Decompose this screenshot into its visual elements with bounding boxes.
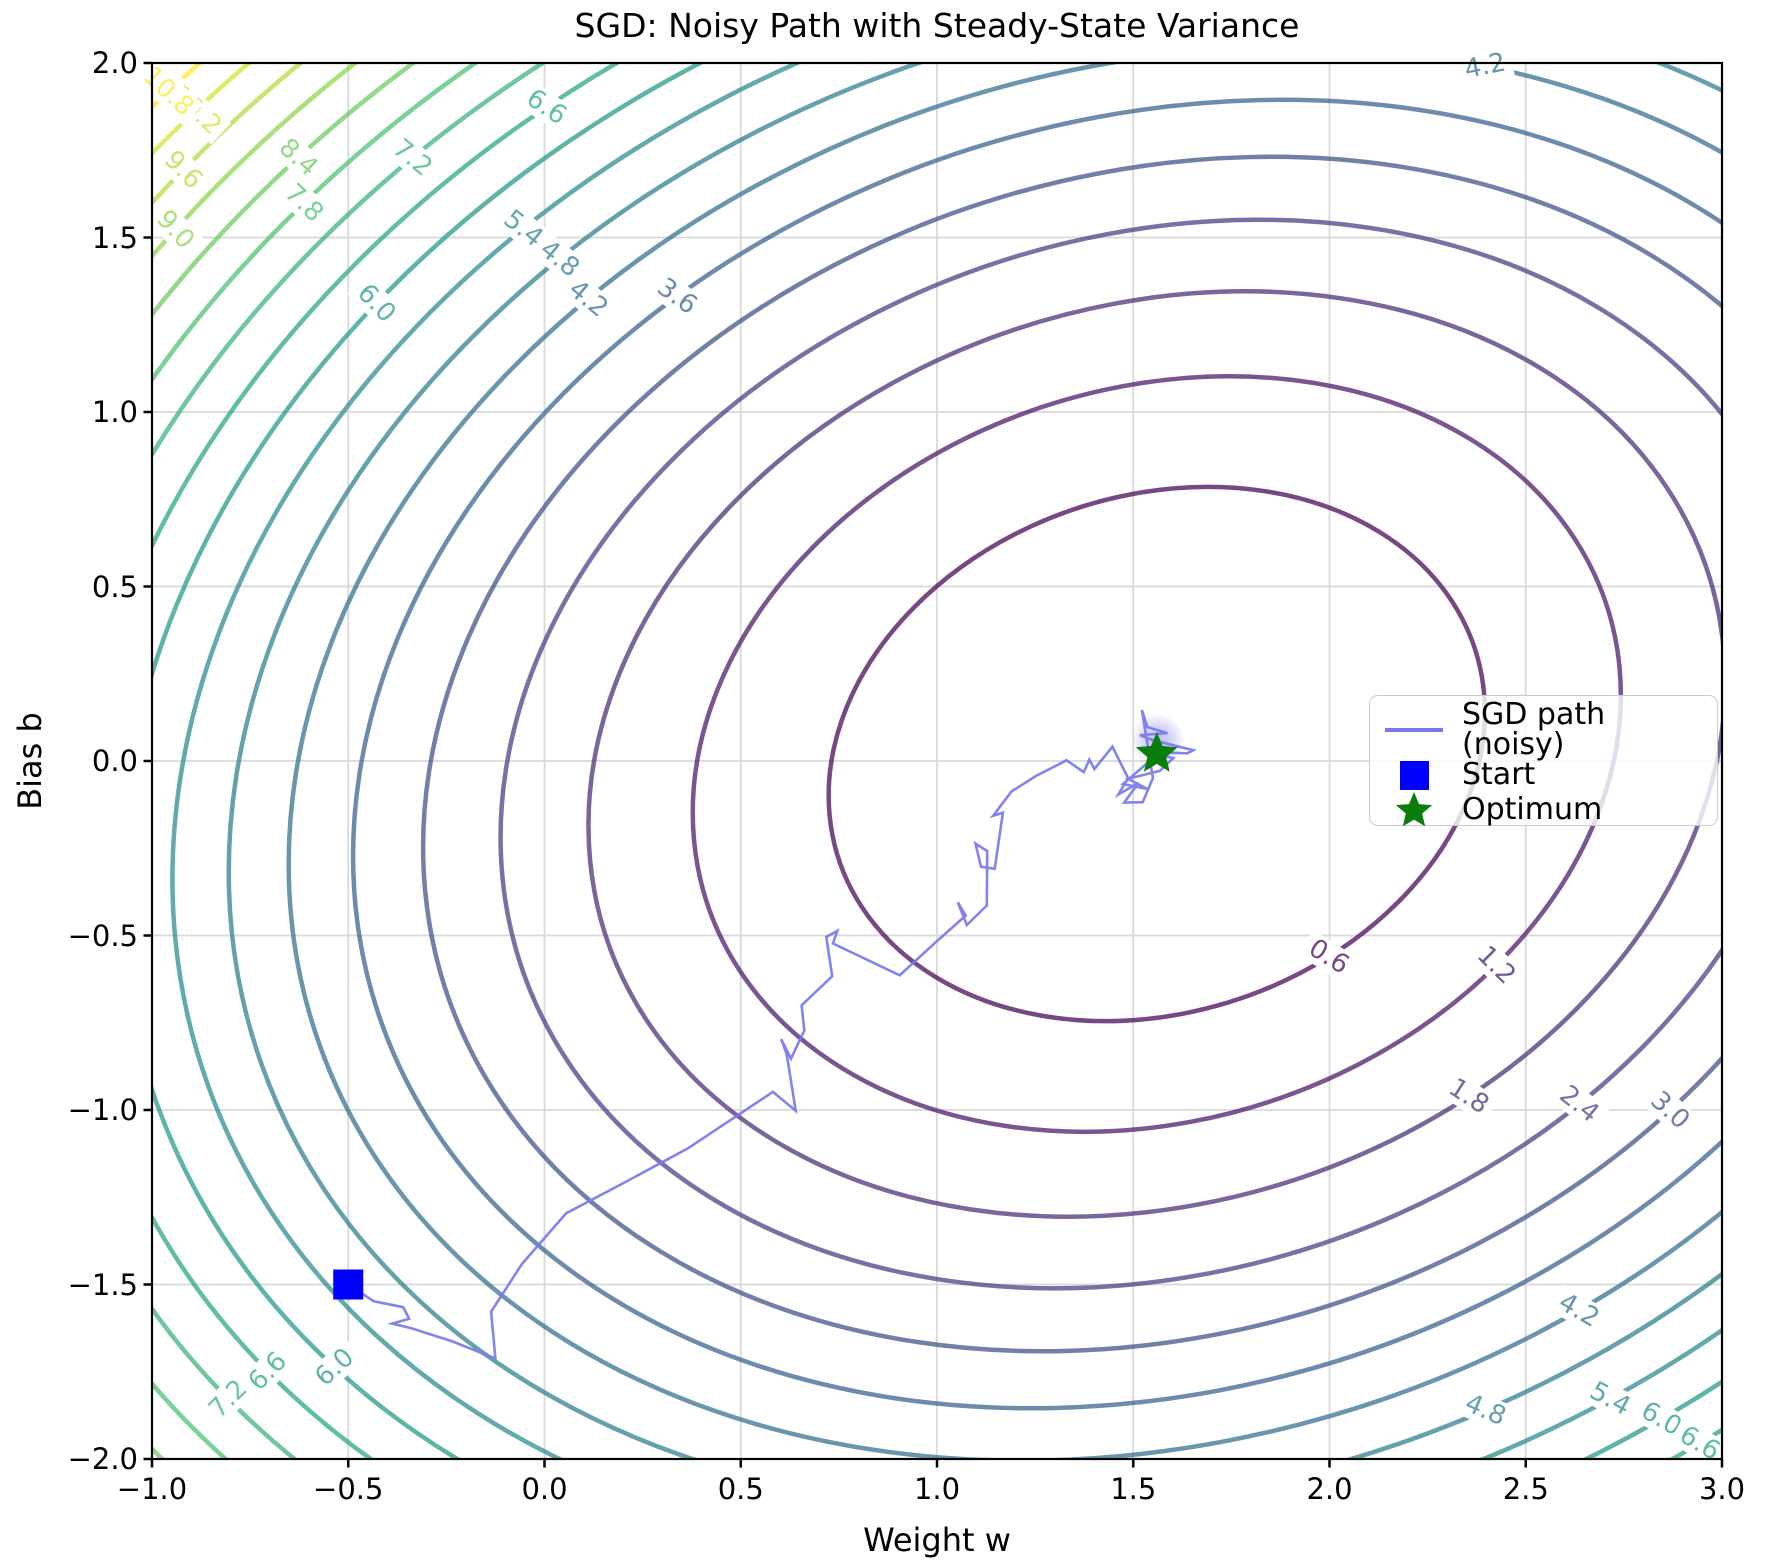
x-tick-label-3.0: 3.0 [1698, 1472, 1746, 1506]
x-tick-label-1.0: 1.0 [913, 1472, 961, 1506]
y-tick-label-−1.0: −1.0 [67, 1093, 138, 1127]
y-tick-label-−0.5: −0.5 [67, 918, 138, 953]
y-tick-label-2.0: 2.0 [91, 46, 138, 80]
x-tick-label-0.0: 0.0 [521, 1472, 568, 1506]
y-tick-label-1.5: 1.5 [91, 220, 138, 255]
start-marker [333, 1269, 364, 1300]
contour-ellipse-level-1.2 [537, 228, 1766, 1280]
contour-label-gap [198, 1369, 258, 1429]
contour-label-gap [382, 129, 443, 187]
sgd-path-line-icon [1385, 728, 1443, 732]
contour-label-gap [304, 1338, 365, 1397]
contour-label-4.2: 4.2 [1455, 46, 1515, 86]
contour-label-gap [1437, 1069, 1500, 1124]
y-tick-label-0.5: 0.5 [91, 569, 138, 604]
contour-label-gap [1455, 46, 1515, 86]
contour-label-gap [1297, 930, 1360, 984]
contour-label-gap [1454, 1386, 1517, 1435]
y-tick-label-1.0: 1.0 [91, 395, 138, 429]
y-tick-label-−1.5: −1.5 [67, 1267, 138, 1302]
contour-label-4.8: 4.8 [1454, 1386, 1517, 1435]
legend-item-line: SGD path (noisy) [1382, 700, 1705, 760]
contour-label-gap [1639, 1081, 1700, 1140]
contour-label-gap [1579, 1373, 1641, 1425]
y-tick-label-0.0: 0.0 [91, 744, 138, 778]
x-axis-label: Weight w [863, 1521, 1011, 1559]
contour-label-gap [347, 273, 406, 334]
contour-label-gap [1668, 1417, 1731, 1470]
optimum-marker [1135, 732, 1178, 772]
contour-label-1.8: 1.8 [1437, 1069, 1500, 1124]
legend-square-swatch-icon [1382, 760, 1446, 790]
contour-label-gap [1547, 1284, 1610, 1337]
legend-item-star: Optimum [1382, 790, 1705, 830]
contour-label-gap [146, 199, 205, 260]
legend-label: SGD path (noisy) [1462, 697, 1606, 762]
contour-ellipse-level-3.6 [82, 0, 1766, 1568]
contour-label-gap [492, 200, 554, 258]
x-tick-label-−0.5: −0.5 [313, 1472, 384, 1506]
contour-ellipse-level-0.6 [718, 382, 1595, 1126]
x-tick-label-2.0: 2.0 [1306, 1472, 1353, 1506]
x-tick-label-2.5: 2.5 [1502, 1472, 1549, 1506]
contour-label-3.6: 3.6 [646, 268, 708, 325]
y-tick-label-−2.0: −2.0 [67, 1442, 138, 1476]
contour-label-gap [646, 268, 708, 325]
contour-ellipse-level-3.0 [176, 0, 1766, 1568]
legend-line-swatch-icon [1382, 728, 1446, 732]
contour-label-gap [1548, 1075, 1610, 1133]
legend-item-square: Start [1382, 760, 1705, 790]
x-tick-label-−1.0: −1.0 [116, 1472, 188, 1506]
tick-marks [143, 61, 1724, 1468]
legend-label: Optimum [1462, 792, 1603, 827]
x-tick-label-0.5: 0.5 [717, 1472, 764, 1506]
chart-title: SGD: Noisy Path with Steady-State Varian… [574, 6, 1300, 45]
y-axis-label: Bias b [11, 712, 49, 810]
contour-label-gap [1466, 935, 1526, 995]
legend: SGD path (noisy) Start Optimum [1369, 695, 1718, 827]
contour-ellipse-level-2.4 [280, 10, 1766, 1498]
contour-label-gap [133, 57, 204, 126]
start-square-icon [1399, 760, 1429, 790]
sgd-path-line [347, 709, 1197, 1361]
contour-label-gap [274, 173, 334, 233]
x-tick-label-1.5: 1.5 [1110, 1472, 1157, 1506]
optimum-star-icon [1395, 792, 1433, 827]
contour-label-text: 4.2 [1462, 47, 1508, 85]
legend-label: Start [1462, 757, 1536, 792]
legend-star-swatch-icon [1382, 790, 1446, 830]
contour-label-gap [515, 79, 578, 135]
contour-label-gap [268, 128, 329, 187]
contour-label-4.2: 4.2 [1547, 1284, 1610, 1337]
contour-label-gap [153, 140, 213, 200]
contour-ellipse-level-1.8 [397, 110, 1766, 1398]
contour-label-6.6: 6.6 [515, 79, 578, 135]
